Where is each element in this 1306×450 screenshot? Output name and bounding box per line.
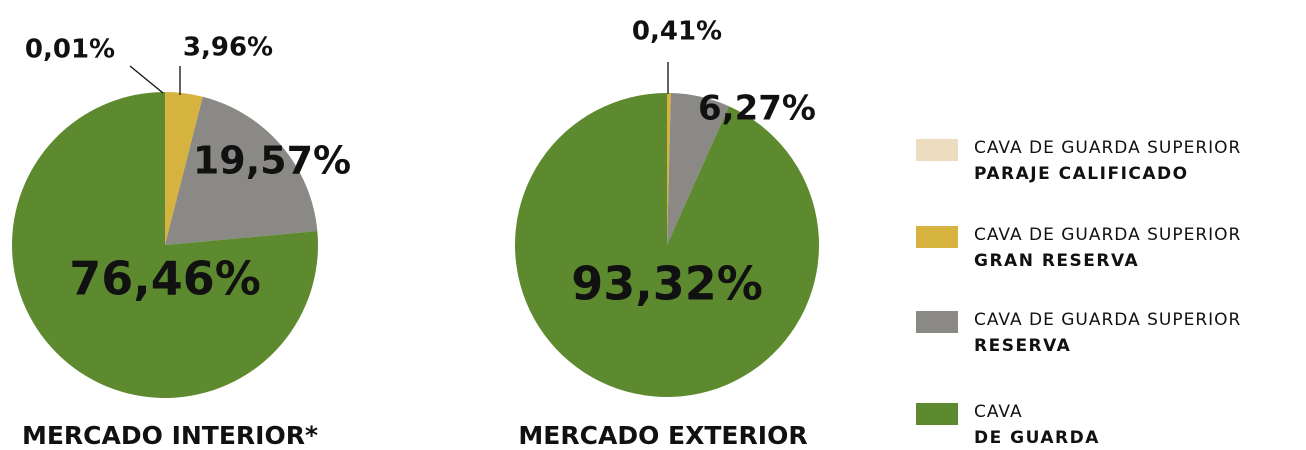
pie-slice [165,92,203,245]
value-label: 0,41% [632,17,722,47]
value-label: 0,01% [25,35,115,65]
legend-swatch [916,403,958,425]
legend-bold: RESERVA [974,336,1071,356]
pie-title: MERCADO EXTERIOR [518,421,807,450]
value-label: 19,57% [193,139,351,183]
leader-line [129,65,164,94]
value-label: 3,96% [183,33,273,63]
legend-bold: GRAN RESERVA [974,251,1139,271]
legend-bold: DE GUARDA [974,428,1100,448]
legend-text: CAVA [974,402,1023,422]
value-label: 76,46% [69,252,261,306]
legend-swatch [916,311,958,333]
pie-slice [667,93,729,245]
value-label: 93,32% [571,257,763,311]
pie-title: MERCADO INTERIOR* [22,421,318,450]
legend-text: CAVA DE GUARDA SUPERIOR [974,225,1241,245]
pie-slice [165,96,318,245]
legend-text: CAVA DE GUARDA SUPERIOR [974,138,1241,158]
pie-slice [515,93,820,398]
legend-swatch [916,226,958,248]
legend-swatch [916,139,958,161]
legend-bold: PARAJE CALIFICADO [974,164,1189,184]
value-label: 6,27% [698,89,816,129]
pie-slice [12,92,319,398]
pie-slice [667,93,671,245]
legend-text: CAVA DE GUARDA SUPERIOR [974,310,1241,330]
